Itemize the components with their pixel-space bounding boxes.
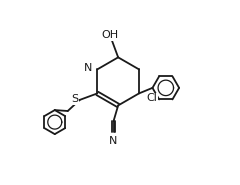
Text: Cl: Cl xyxy=(146,93,157,103)
Text: N: N xyxy=(84,63,93,73)
Text: S: S xyxy=(71,94,78,104)
Text: N: N xyxy=(109,136,118,146)
Text: OH: OH xyxy=(102,30,119,40)
